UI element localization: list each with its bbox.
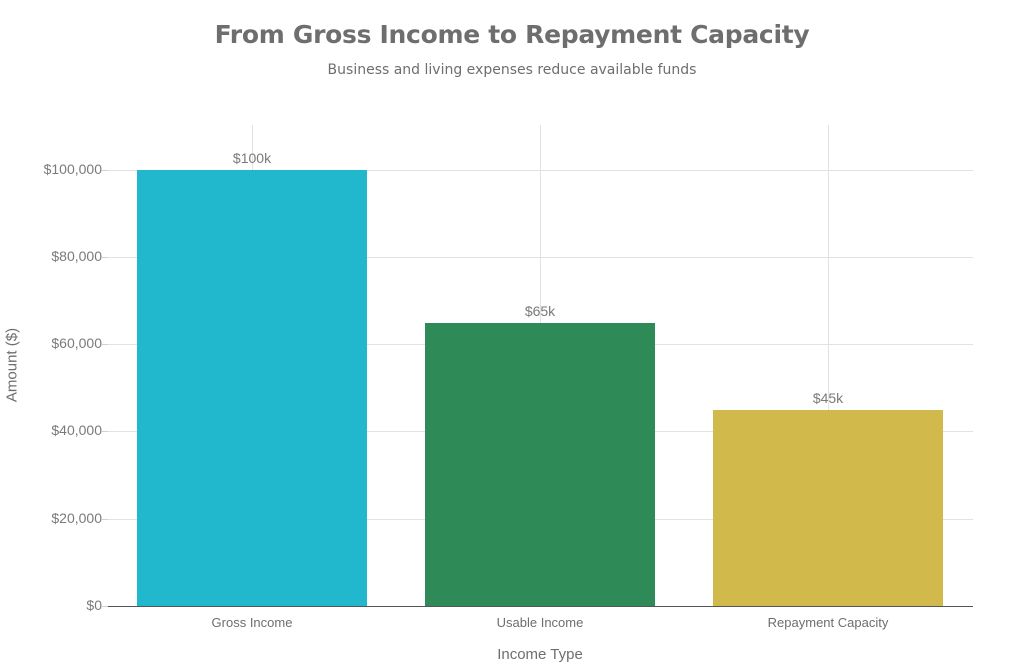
y-tick-label: $60,000: [51, 335, 102, 351]
y-tick: [102, 519, 108, 520]
y-tick-label: $40,000: [51, 422, 102, 438]
x-tick-label-usable-income: Usable Income: [496, 615, 584, 630]
y-tick: [102, 344, 108, 345]
bar-repayment-capacity[interactable]: [713, 410, 943, 606]
x-tick-label-repayment-capacity: Repayment Capacity: [767, 615, 889, 630]
x-axis-title: Income Type: [497, 646, 583, 663]
bar-usable-income[interactable]: [425, 323, 655, 606]
x-axis-line: [108, 606, 973, 607]
y-tick: [102, 257, 108, 258]
x-tick-label-gross-income: Gross Income: [211, 615, 293, 630]
plot-area: $100,000 $80,000 $60,000 $40,000 $20,000…: [44, 125, 973, 630]
data-label-repayment-capacity: $45k: [812, 390, 844, 406]
data-label-gross-income: $100k: [232, 150, 272, 166]
y-tick-label: $20,000: [51, 510, 102, 526]
chart-title: From Gross Income to Repayment Capacity: [214, 20, 810, 49]
chart-subtitle: Business and living expenses reduce avai…: [327, 62, 697, 78]
y-tick-label: $100,000: [43, 161, 102, 177]
y-tick-label: $80,000: [51, 248, 102, 264]
data-label-usable-income: $65k: [524, 303, 556, 319]
vgrid-repayment-capacity: [828, 125, 829, 606]
y-tick-label: $0: [86, 597, 102, 613]
y-tick: [102, 170, 108, 171]
bar-gross-income[interactable]: [137, 170, 367, 606]
y-tick: [102, 431, 108, 432]
y-tick: [102, 606, 108, 607]
